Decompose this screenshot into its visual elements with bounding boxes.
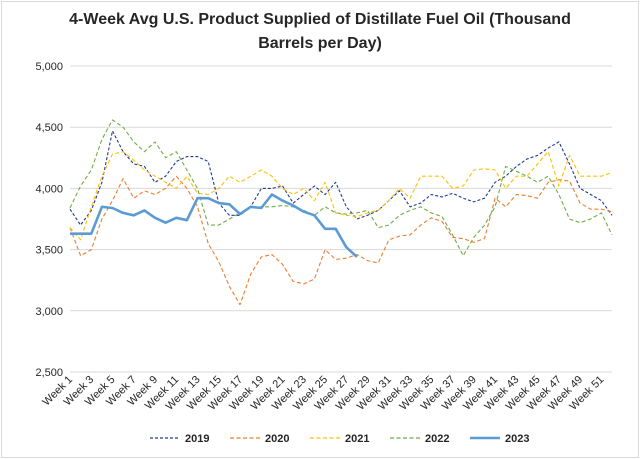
- y-tick-label: 3,500: [35, 245, 63, 257]
- gridlines: [70, 65, 612, 373]
- y-tick-label: 5,000: [35, 61, 63, 73]
- series-line-2020: [69, 175, 613, 306]
- series-line-2022: [69, 119, 613, 257]
- y-tick-label: 3,000: [35, 306, 63, 318]
- series-lines: [69, 119, 613, 306]
- series-line-2021: [69, 151, 613, 241]
- legend-label-2021: 2021: [345, 433, 369, 445]
- chart-title: 4-Week Avg U.S. Product Supplied of Dist…: [69, 11, 571, 52]
- legend-label-2020: 2020: [265, 433, 289, 445]
- series-line-2023: [70, 193, 358, 258]
- y-tick-label: 4,000: [35, 183, 63, 195]
- legend-label-2019: 2019: [185, 433, 209, 445]
- y-tick-label: 2,500: [35, 367, 63, 379]
- y-tick-label: 4,500: [35, 122, 63, 134]
- legend-label-2022: 2022: [425, 433, 449, 445]
- legend-label-2023: 2023: [505, 433, 529, 445]
- legend: 2019 2020 2021 2022 2023: [150, 433, 529, 445]
